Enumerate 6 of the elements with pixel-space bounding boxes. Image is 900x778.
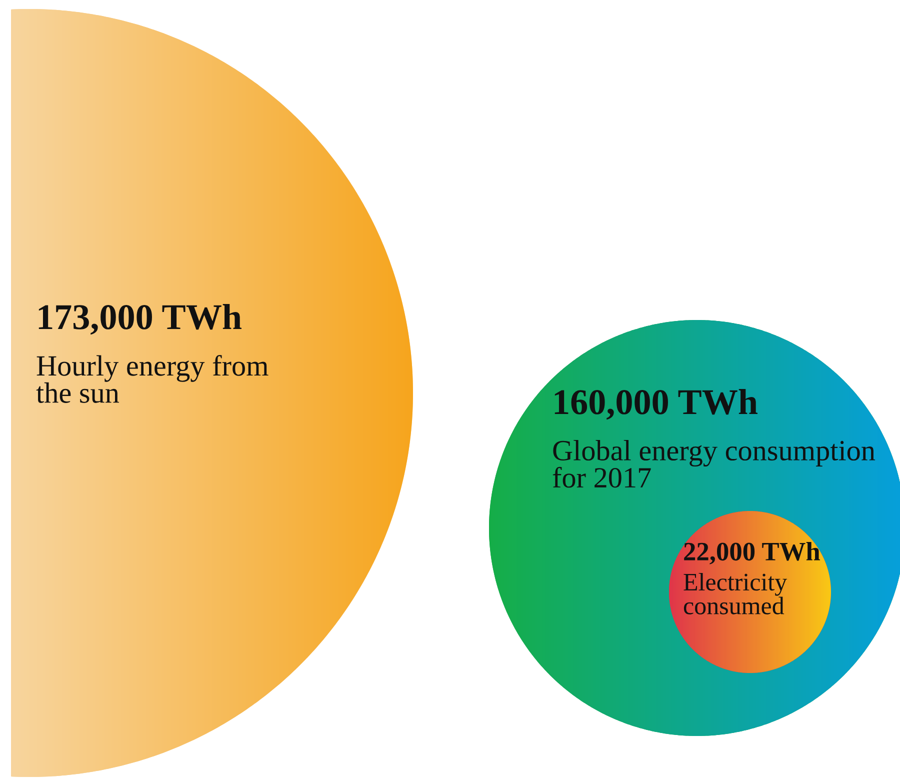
category-label: Global energy consumption for 2017	[552, 440, 876, 488]
data-label: 160,000 TWh	[554, 389, 758, 420]
category-label: Hourly energy from the sun	[36, 355, 268, 403]
category-label: Electricity consumed	[684, 573, 788, 614]
data-label: 173,000 TWh	[38, 304, 242, 335]
data-label: 22,000 TWh	[684, 542, 820, 564]
